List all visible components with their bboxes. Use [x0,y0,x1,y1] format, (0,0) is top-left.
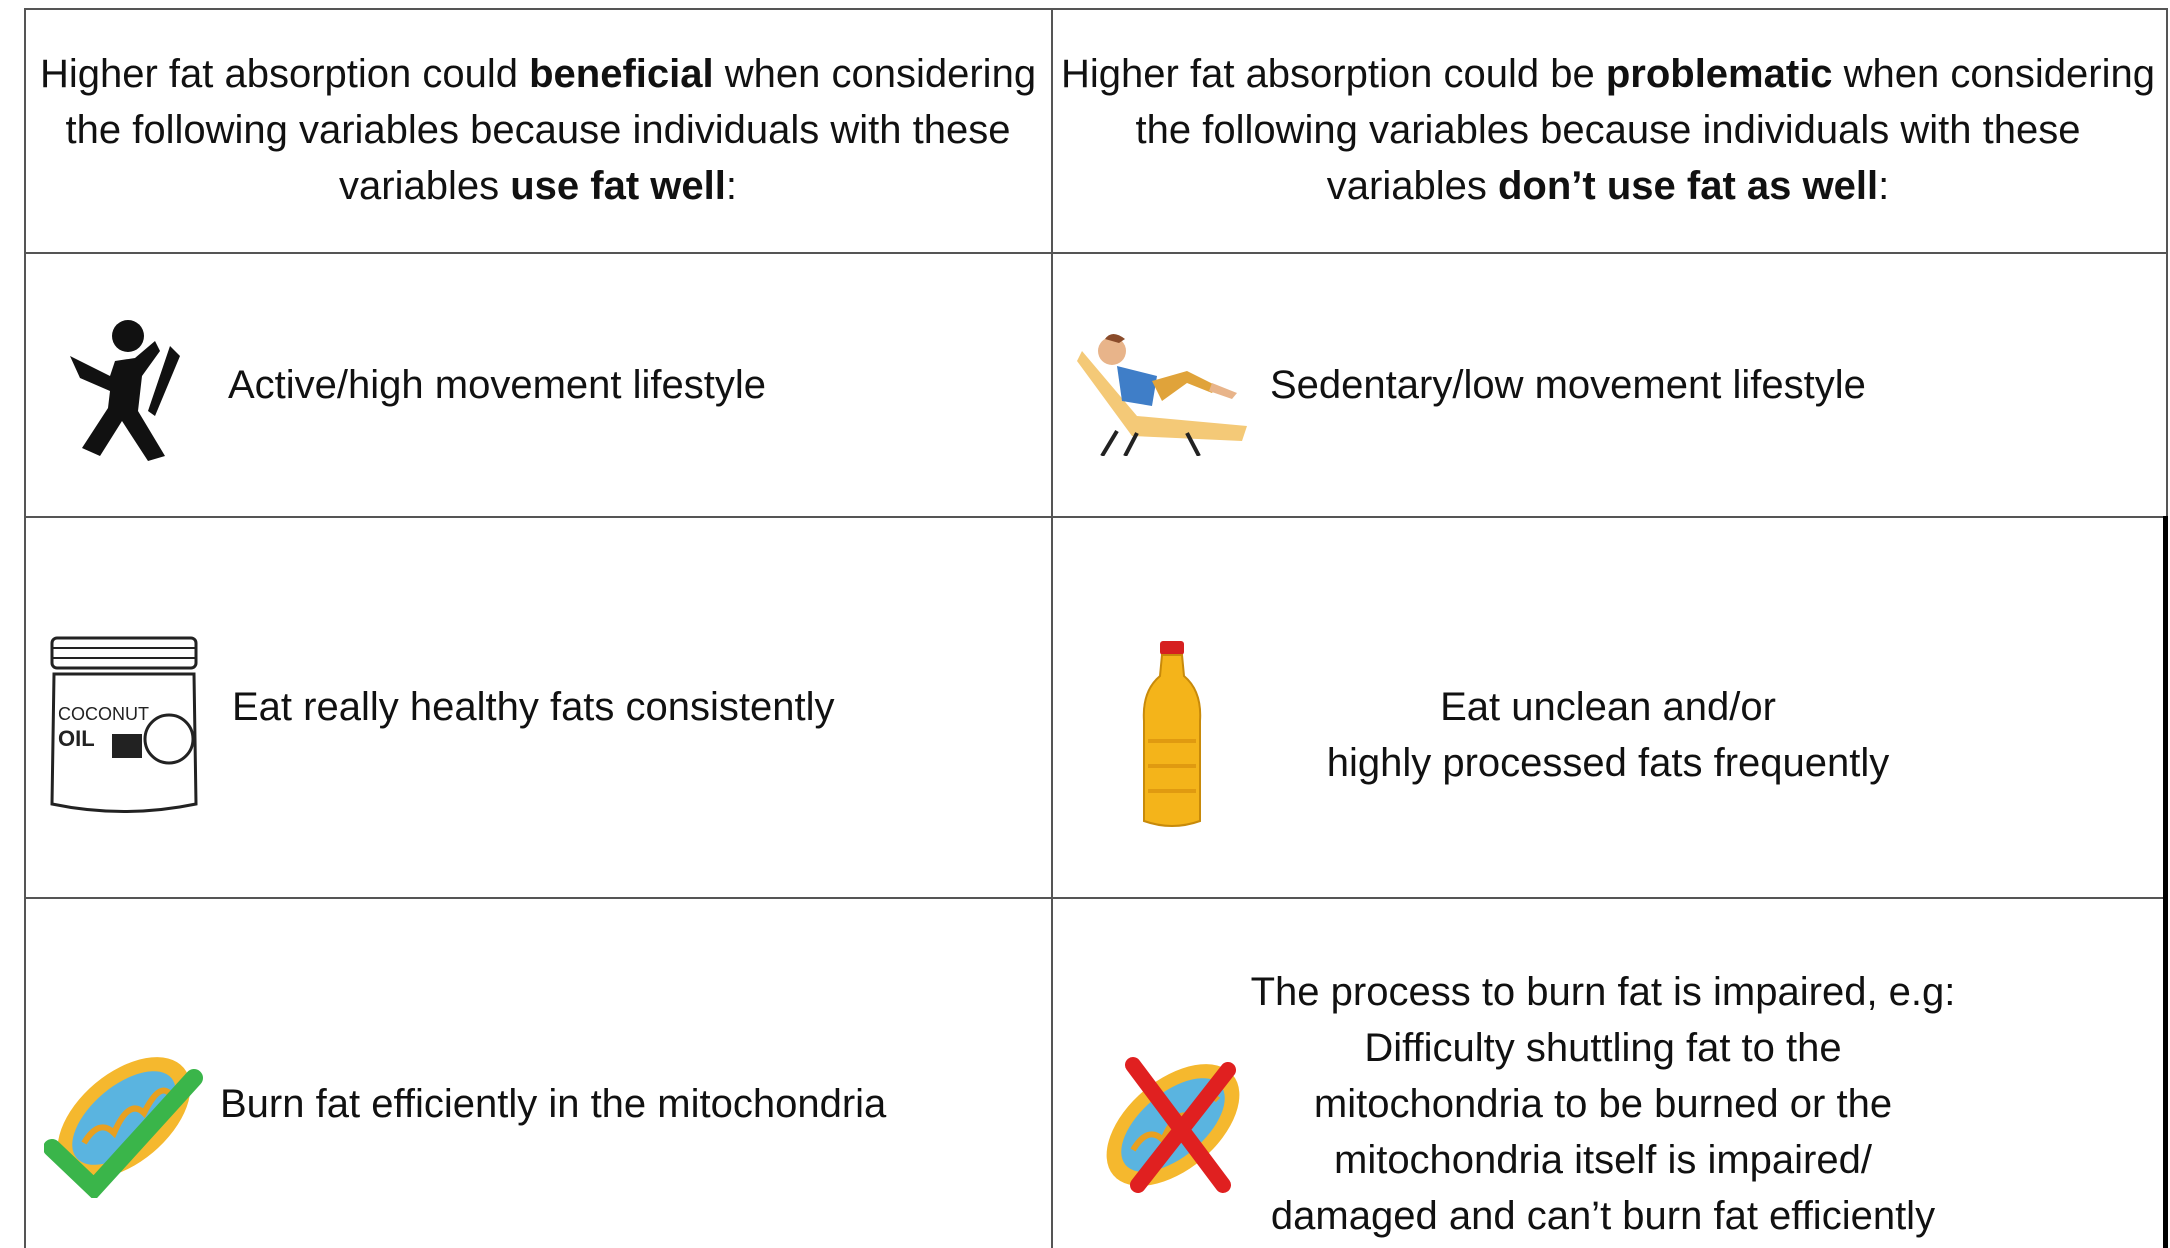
bold-text: problematic [1605,52,1833,96]
border [25,8,2167,10]
border [25,516,2167,518]
text-line: damaged and can’t burn fat efficiently [1270,1194,1936,1238]
text: : [725,164,737,208]
mitochondria-x-icon [1106,1057,1240,1193]
lounging-icon [1077,334,1247,456]
cell-text: The process to burn fat is impaired, e.g… [1251,964,1956,1244]
text-line: mitochondria itself is impaired/ [1333,1138,1872,1182]
text-line: highly processed fats frequently [1326,741,1890,785]
text-line: The process to burn fat is impaired, e.g… [1250,970,1956,1014]
text: when considering the following variables… [1135,52,2155,208]
text: when considering the following variables… [65,52,1037,208]
text-line: Eat really healthy fats consistently [232,685,835,729]
border [1051,8,1053,1248]
bold-text: don’t use fat as well [1498,164,1879,208]
coconut-oil-icon: COCONUT OIL [50,636,198,813]
cell-text: Burn fat efficiently in the mitochondria [220,1076,886,1132]
text-line: Eat unclean and/or [1440,685,1776,729]
header-cell: Higher fat absorption could beneficial w… [38,46,1038,214]
border [2163,516,2168,1248]
border [2166,8,2168,516]
svg-text:OIL: OIL [58,726,95,751]
border [25,897,2167,899]
border [24,8,26,1248]
bold-text: beneficial [529,52,714,96]
text: Higher fat absorption could be [1061,52,1606,96]
header-cell: Higher fat absorption could be problemat… [1058,46,2158,214]
active-icon [70,320,180,461]
cell-text: Eat unclean and/or highly processed fats … [1327,679,1890,791]
cell-text: Eat really healthy fats consistently [232,679,835,735]
bottle-icon [1142,641,1202,827]
cell-text: Active/high movement lifestyle [228,357,766,413]
text-line: mitochondria to be burned or the [1313,1082,1893,1126]
text-line: Difficulty shuttling fat to the [1364,1026,1842,1070]
mitochondria-check-icon [44,1057,203,1198]
border [25,252,2167,254]
text: : [1878,164,1890,208]
text-line: Active/high movement lifestyle [228,363,767,407]
text: Higher fat absorption could [39,52,530,96]
text-line: Burn fat efficiently in the mitochondria [220,1082,887,1126]
bold-text: use fat well [510,164,726,208]
svg-text:COCONUT: COCONUT [58,704,149,724]
cell-text: Sedentary/low movement lifestyle [1270,357,1866,413]
text-line: Sedentary/low movement lifestyle [1270,363,1866,407]
